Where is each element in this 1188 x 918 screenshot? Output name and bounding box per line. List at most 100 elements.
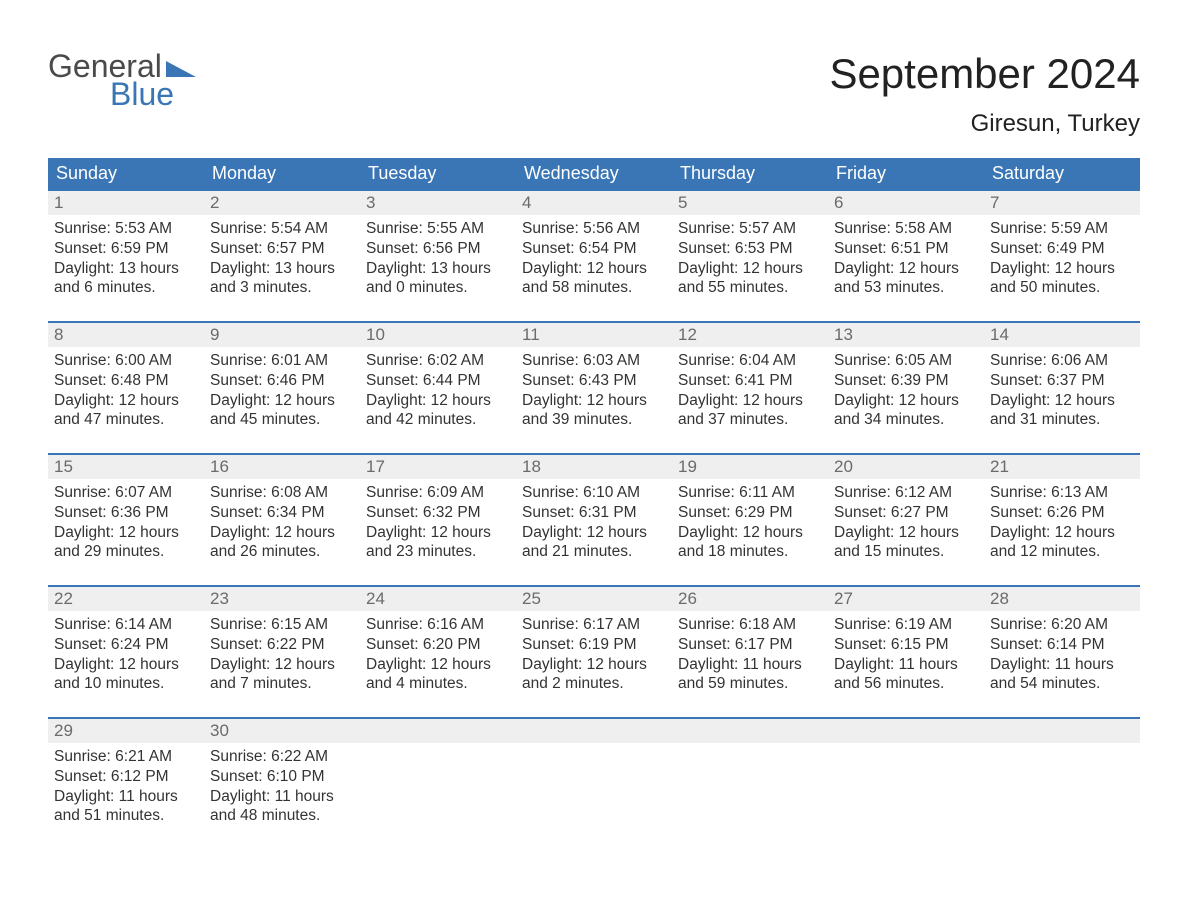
daylight-line-1: Daylight: 12 hours — [678, 259, 822, 279]
day-number: 14 — [984, 321, 1140, 347]
daylight-line-1: Daylight: 12 hours — [678, 391, 822, 411]
day-number: 10 — [360, 321, 516, 347]
sunset-line: Sunset: 6:51 PM — [834, 239, 978, 259]
daylight-line-1: Daylight: 12 hours — [678, 523, 822, 543]
sunrise-line: Sunrise: 5:58 AM — [834, 219, 978, 239]
daylight-line-1: Daylight: 12 hours — [990, 391, 1134, 411]
calendar-day-cell: 10Sunrise: 6:02 AMSunset: 6:44 PMDayligh… — [360, 321, 516, 453]
daylight-line-2: and 58 minutes. — [522, 278, 666, 298]
sunset-line: Sunset: 6:41 PM — [678, 371, 822, 391]
sunset-line: Sunset: 6:19 PM — [522, 635, 666, 655]
daylight-line-1: Daylight: 12 hours — [366, 523, 510, 543]
daylight-line-2: and 18 minutes. — [678, 542, 822, 562]
sunset-line: Sunset: 6:44 PM — [366, 371, 510, 391]
weekday-header: Saturday — [984, 158, 1140, 189]
day-details: Sunrise: 6:13 AMSunset: 6:26 PMDaylight:… — [984, 479, 1140, 570]
sunrise-line: Sunrise: 6:19 AM — [834, 615, 978, 635]
daylight-line-2: and 45 minutes. — [210, 410, 354, 430]
sunset-line: Sunset: 6:48 PM — [54, 371, 198, 391]
daylight-line-1: Daylight: 11 hours — [54, 787, 198, 807]
calendar-day-cell: 13Sunrise: 6:05 AMSunset: 6:39 PMDayligh… — [828, 321, 984, 453]
calendar-day-cell: 17Sunrise: 6:09 AMSunset: 6:32 PMDayligh… — [360, 453, 516, 585]
day-number: 11 — [516, 321, 672, 347]
day-number: 30 — [204, 717, 360, 743]
calendar-day-cell — [360, 717, 516, 849]
brand-logo: General Blue — [48, 50, 196, 110]
calendar-day-cell: 3Sunrise: 5:55 AMSunset: 6:56 PMDaylight… — [360, 189, 516, 321]
daylight-line-2: and 31 minutes. — [990, 410, 1134, 430]
sunset-line: Sunset: 6:39 PM — [834, 371, 978, 391]
page-title: September 2024 — [829, 50, 1140, 98]
sunrise-line: Sunrise: 5:53 AM — [54, 219, 198, 239]
daylight-line-1: Daylight: 12 hours — [990, 259, 1134, 279]
day-details: Sunrise: 5:58 AMSunset: 6:51 PMDaylight:… — [828, 215, 984, 306]
day-number: 2 — [204, 189, 360, 215]
day-number: 12 — [672, 321, 828, 347]
sunset-line: Sunset: 6:59 PM — [54, 239, 198, 259]
day-details: Sunrise: 6:07 AMSunset: 6:36 PMDaylight:… — [48, 479, 204, 570]
calendar-day-cell — [516, 717, 672, 849]
sunset-line: Sunset: 6:22 PM — [210, 635, 354, 655]
weekday-header: Monday — [204, 158, 360, 189]
sunrise-line: Sunrise: 6:11 AM — [678, 483, 822, 503]
brand-line2: Blue — [48, 78, 196, 110]
day-details: Sunrise: 6:19 AMSunset: 6:15 PMDaylight:… — [828, 611, 984, 702]
day-number: 24 — [360, 585, 516, 611]
sunrise-line: Sunrise: 6:22 AM — [210, 747, 354, 767]
daylight-line-1: Daylight: 12 hours — [834, 523, 978, 543]
sunset-line: Sunset: 6:36 PM — [54, 503, 198, 523]
weekday-header: Friday — [828, 158, 984, 189]
sunset-line: Sunset: 6:32 PM — [366, 503, 510, 523]
sunset-line: Sunset: 6:10 PM — [210, 767, 354, 787]
weekday-header: Sunday — [48, 158, 204, 189]
daylight-line-1: Daylight: 12 hours — [522, 391, 666, 411]
calendar-day-cell: 7Sunrise: 5:59 AMSunset: 6:49 PMDaylight… — [984, 189, 1140, 321]
daylight-line-1: Daylight: 11 hours — [210, 787, 354, 807]
daylight-line-1: Daylight: 11 hours — [990, 655, 1134, 675]
calendar-day-cell: 6Sunrise: 5:58 AMSunset: 6:51 PMDaylight… — [828, 189, 984, 321]
calendar-day-cell: 25Sunrise: 6:17 AMSunset: 6:19 PMDayligh… — [516, 585, 672, 717]
sunrise-line: Sunrise: 5:56 AM — [522, 219, 666, 239]
day-number: 1 — [48, 189, 204, 215]
calendar-day-cell: 24Sunrise: 6:16 AMSunset: 6:20 PMDayligh… — [360, 585, 516, 717]
day-details: Sunrise: 6:17 AMSunset: 6:19 PMDaylight:… — [516, 611, 672, 702]
calendar-day-cell: 22Sunrise: 6:14 AMSunset: 6:24 PMDayligh… — [48, 585, 204, 717]
calendar-day-cell: 2Sunrise: 5:54 AMSunset: 6:57 PMDaylight… — [204, 189, 360, 321]
day-details: Sunrise: 6:16 AMSunset: 6:20 PMDaylight:… — [360, 611, 516, 702]
sunrise-line: Sunrise: 6:21 AM — [54, 747, 198, 767]
day-details: Sunrise: 6:15 AMSunset: 6:22 PMDaylight:… — [204, 611, 360, 702]
daylight-line-2: and 50 minutes. — [990, 278, 1134, 298]
calendar-day-cell: 4Sunrise: 5:56 AMSunset: 6:54 PMDaylight… — [516, 189, 672, 321]
day-number: 4 — [516, 189, 672, 215]
daylight-line-2: and 56 minutes. — [834, 674, 978, 694]
sunrise-line: Sunrise: 6:17 AM — [522, 615, 666, 635]
calendar-day-cell — [828, 717, 984, 849]
sunset-line: Sunset: 6:57 PM — [210, 239, 354, 259]
daylight-line-2: and 21 minutes. — [522, 542, 666, 562]
daylight-line-2: and 2 minutes. — [522, 674, 666, 694]
sunset-line: Sunset: 6:53 PM — [678, 239, 822, 259]
calendar-day-cell: 11Sunrise: 6:03 AMSunset: 6:43 PMDayligh… — [516, 321, 672, 453]
day-details: Sunrise: 6:20 AMSunset: 6:14 PMDaylight:… — [984, 611, 1140, 702]
sunset-line: Sunset: 6:24 PM — [54, 635, 198, 655]
sunrise-line: Sunrise: 6:04 AM — [678, 351, 822, 371]
sunset-line: Sunset: 6:12 PM — [54, 767, 198, 787]
daylight-line-1: Daylight: 12 hours — [522, 655, 666, 675]
daylight-line-1: Daylight: 12 hours — [54, 655, 198, 675]
sunrise-line: Sunrise: 6:02 AM — [366, 351, 510, 371]
day-number: 25 — [516, 585, 672, 611]
sunrise-line: Sunrise: 6:13 AM — [990, 483, 1134, 503]
calendar-table: SundayMondayTuesdayWednesdayThursdayFrid… — [48, 158, 1140, 849]
day-number-empty — [984, 717, 1140, 743]
sunrise-line: Sunrise: 6:01 AM — [210, 351, 354, 371]
daylight-line-1: Daylight: 12 hours — [522, 259, 666, 279]
day-details: Sunrise: 5:55 AMSunset: 6:56 PMDaylight:… — [360, 215, 516, 306]
daylight-line-1: Daylight: 12 hours — [54, 523, 198, 543]
daylight-line-2: and 59 minutes. — [678, 674, 822, 694]
calendar-day-cell: 20Sunrise: 6:12 AMSunset: 6:27 PMDayligh… — [828, 453, 984, 585]
daylight-line-1: Daylight: 12 hours — [990, 523, 1134, 543]
calendar-day-cell: 23Sunrise: 6:15 AMSunset: 6:22 PMDayligh… — [204, 585, 360, 717]
daylight-line-2: and 55 minutes. — [678, 278, 822, 298]
day-details: Sunrise: 5:53 AMSunset: 6:59 PMDaylight:… — [48, 215, 204, 306]
day-details: Sunrise: 5:56 AMSunset: 6:54 PMDaylight:… — [516, 215, 672, 306]
